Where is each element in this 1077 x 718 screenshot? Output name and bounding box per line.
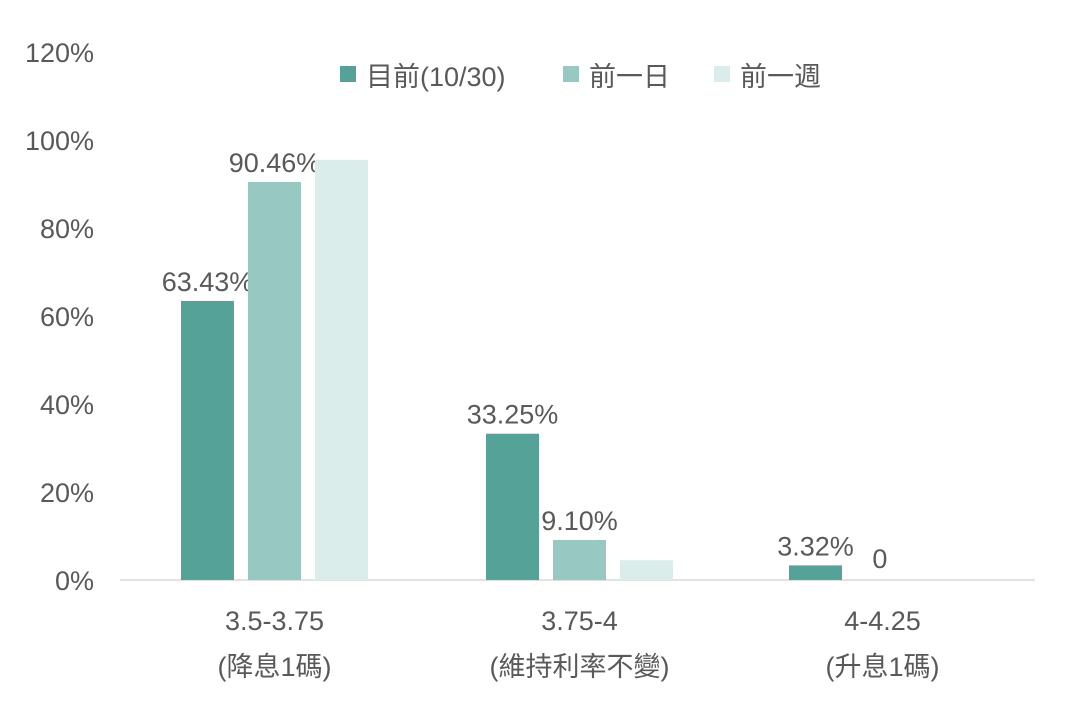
data-label: 0 xyxy=(872,544,887,574)
y-tick-label: 80% xyxy=(40,214,94,244)
bar xyxy=(789,565,842,580)
legend-swatch xyxy=(563,66,579,82)
y-tick-label: 60% xyxy=(40,302,94,332)
category-label: 3.75-4 xyxy=(541,606,618,636)
data-label: 63.43% xyxy=(162,267,254,297)
y-tick-label: 120% xyxy=(25,38,94,68)
bar xyxy=(620,560,673,580)
data-label: 3.32% xyxy=(777,531,854,561)
category-label: (降息1碼) xyxy=(218,652,332,682)
y-tick-label: 40% xyxy=(40,390,94,420)
legend-swatch xyxy=(714,66,730,82)
bar xyxy=(248,181,301,580)
category-label: (升息1碼) xyxy=(826,652,940,682)
bar xyxy=(315,159,368,581)
y-tick-label: 100% xyxy=(25,126,94,156)
bar xyxy=(181,300,234,580)
bar xyxy=(553,539,606,580)
y-tick-label: 0% xyxy=(55,566,94,596)
legend-label: 前一日 xyxy=(589,62,670,92)
data-label: 33.25% xyxy=(467,400,559,430)
data-label: 9.10% xyxy=(541,506,618,536)
legend-swatch xyxy=(340,66,356,82)
category-label: (維持利率不變) xyxy=(490,652,670,682)
legend-label: 目前(10/30) xyxy=(366,62,506,92)
category-label: 3.5-3.75 xyxy=(225,606,324,636)
data-label: 90.46% xyxy=(229,148,321,178)
legend-label: 前一週 xyxy=(740,62,821,92)
y-tick-label: 20% xyxy=(40,478,94,508)
category-label: 4-4.25 xyxy=(844,606,921,636)
bar xyxy=(486,433,539,580)
